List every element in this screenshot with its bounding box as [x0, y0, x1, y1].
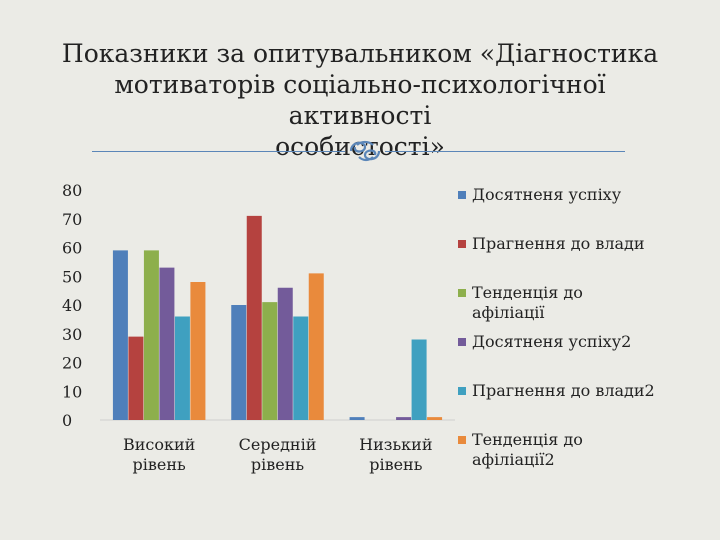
legend-label: Досятненя успіху	[472, 185, 622, 204]
y-tick-label: 60	[62, 239, 82, 258]
bar	[246, 215, 262, 420]
legend-label: Прагнення до влади2	[472, 381, 655, 400]
legend-swatch	[458, 289, 466, 297]
bar	[411, 339, 427, 420]
legend-label: Досятненя успіху2	[472, 332, 631, 351]
legend-swatch	[458, 387, 466, 395]
legend-label: Прагнення до влади	[472, 234, 645, 253]
x-tick-label: Високий	[123, 435, 195, 454]
y-tick-label: 70	[62, 210, 82, 229]
legend-label: Тенденція до	[472, 283, 583, 302]
title-divider-right	[385, 151, 625, 152]
bar	[262, 302, 278, 420]
bar	[128, 336, 144, 420]
slide-title: Показники за опитувальником «Діагностика…	[40, 38, 680, 162]
bar	[293, 316, 309, 420]
y-tick-label: 10	[62, 382, 82, 401]
bar	[112, 250, 128, 420]
legend-swatch	[458, 338, 466, 346]
slide-title-line-1: Показники за опитувальником «Діагностика	[61, 39, 659, 68]
legend-swatch	[458, 436, 466, 444]
legend-label: афіліації	[472, 303, 545, 322]
x-tick-label: Низький	[359, 435, 432, 454]
flourish-ornament-icon	[349, 140, 381, 162]
x-tick-label: Середній	[239, 435, 317, 454]
slide-title-line-3: особистості»	[275, 132, 445, 161]
y-tick-label: 40	[62, 296, 82, 315]
x-tick-label: рівень	[133, 455, 187, 474]
bar	[159, 267, 175, 420]
bar	[277, 287, 293, 420]
legend-swatch	[458, 191, 466, 199]
legend-swatch	[458, 240, 466, 248]
x-tick-label: рівень	[369, 455, 423, 474]
bar	[349, 417, 365, 420]
y-tick-label: 80	[62, 181, 82, 200]
bar	[396, 417, 412, 420]
y-tick-label: 0	[62, 411, 72, 430]
slide-title-line-2: мотиваторів соціально-психологічної акти…	[114, 70, 606, 130]
bar	[174, 316, 190, 420]
bar	[427, 417, 443, 420]
y-tick-label: 50	[62, 267, 82, 286]
bar	[308, 273, 324, 420]
bar	[231, 305, 247, 420]
x-tick-label: рівень	[251, 455, 305, 474]
legend-label: афіліації2	[472, 450, 555, 469]
title-divider-left	[92, 151, 345, 152]
bar	[190, 282, 206, 420]
y-tick-label: 20	[62, 354, 82, 373]
bar	[143, 250, 159, 420]
y-tick-label: 30	[62, 325, 82, 344]
legend-label: Тенденція до	[472, 430, 583, 449]
